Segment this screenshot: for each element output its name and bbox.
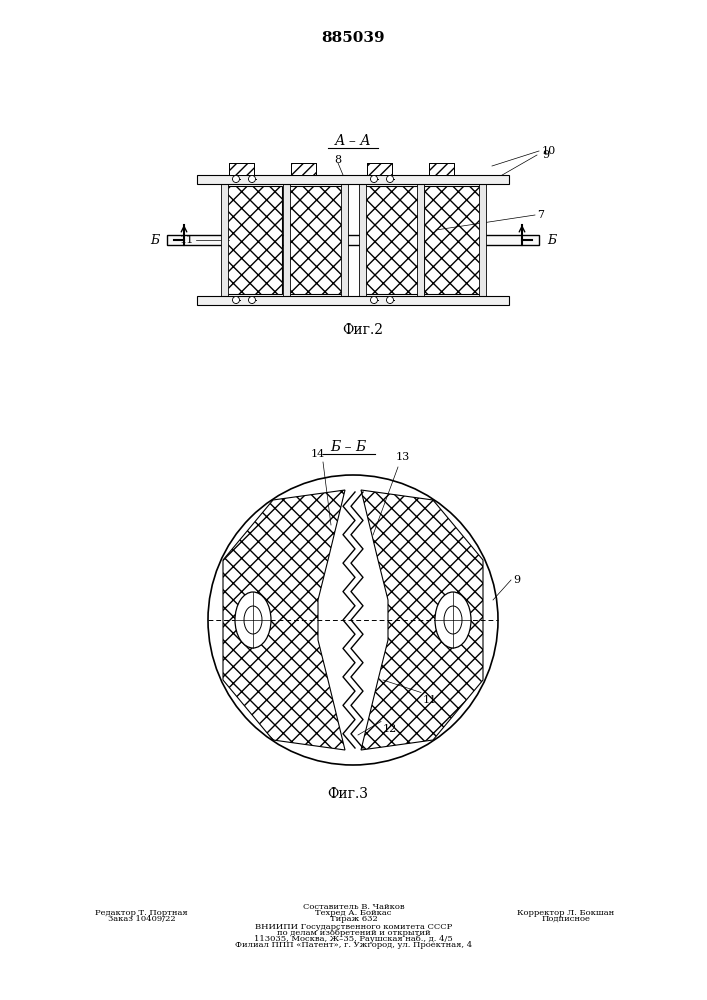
Text: 13: 13: [396, 452, 410, 462]
Text: Фиг.2: Фиг.2: [342, 323, 383, 337]
Text: Тираж 632: Тираж 632: [329, 915, 378, 923]
Bar: [229, 163, 254, 175]
Text: 12: 12: [383, 724, 397, 734]
Bar: [479, 182, 486, 298]
Bar: [341, 182, 348, 298]
Circle shape: [387, 296, 394, 304]
Ellipse shape: [435, 592, 471, 648]
Circle shape: [233, 296, 240, 304]
Bar: [291, 163, 316, 175]
Text: Заказ 10409/22: Заказ 10409/22: [107, 915, 175, 923]
Bar: [424, 186, 482, 294]
Text: Редактор Т. Портная: Редактор Т. Портная: [95, 909, 188, 917]
Ellipse shape: [235, 592, 271, 648]
Text: Техред А. Бойкас: Техред А. Бойкас: [315, 909, 392, 917]
Bar: [367, 163, 392, 175]
Text: Б: Б: [547, 233, 556, 246]
Circle shape: [233, 176, 240, 182]
Text: Фиг.3: Фиг.3: [327, 787, 368, 801]
Bar: [429, 163, 454, 175]
Text: 11: 11: [423, 695, 437, 705]
Text: Подписное: Подписное: [541, 915, 590, 923]
Bar: [359, 182, 366, 298]
Bar: [167, 235, 539, 245]
Circle shape: [370, 296, 378, 304]
Text: Корректор Л. Бокшан: Корректор Л. Бокшан: [517, 909, 614, 917]
Text: 8: 8: [334, 155, 341, 165]
Text: 10: 10: [542, 146, 556, 156]
Bar: [367, 163, 392, 175]
Bar: [197, 175, 509, 184]
Text: Б – Б: Б – Б: [330, 440, 366, 454]
Circle shape: [248, 176, 255, 182]
Text: 11: 11: [180, 235, 194, 245]
Bar: [291, 163, 316, 175]
Text: 7: 7: [537, 210, 544, 220]
Text: 9: 9: [542, 150, 549, 160]
Bar: [362, 186, 420, 294]
Bar: [286, 186, 344, 294]
Text: А – А: А – А: [334, 134, 371, 148]
Bar: [197, 296, 509, 305]
Text: 885039: 885039: [321, 31, 385, 45]
Text: Составитель В. Чайков: Составитель В. Чайков: [303, 903, 404, 911]
Circle shape: [208, 475, 498, 765]
Bar: [417, 182, 424, 298]
Bar: [221, 182, 228, 298]
Bar: [224, 186, 282, 294]
Bar: [229, 163, 254, 175]
Text: по делам изобретений и открытий: по делам изобретений и открытий: [276, 929, 431, 937]
Text: Б: Б: [150, 233, 159, 246]
Circle shape: [370, 176, 378, 182]
Circle shape: [387, 176, 394, 182]
Bar: [283, 182, 290, 298]
Bar: [429, 163, 454, 175]
Text: 113035, Москва, Ж–35, Раушская наб., д. 4/5: 113035, Москва, Ж–35, Раушская наб., д. …: [254, 935, 453, 943]
Text: Филиал ППП «Патент», г. Ужгород, ул. Проектная, 4: Филиал ППП «Патент», г. Ужгород, ул. Про…: [235, 941, 472, 949]
Text: 9: 9: [513, 575, 520, 585]
Text: ВНИИПИ Государственного комитета СССР: ВНИИПИ Государственного комитета СССР: [255, 923, 452, 931]
Text: 14: 14: [311, 449, 325, 459]
Circle shape: [248, 296, 255, 304]
